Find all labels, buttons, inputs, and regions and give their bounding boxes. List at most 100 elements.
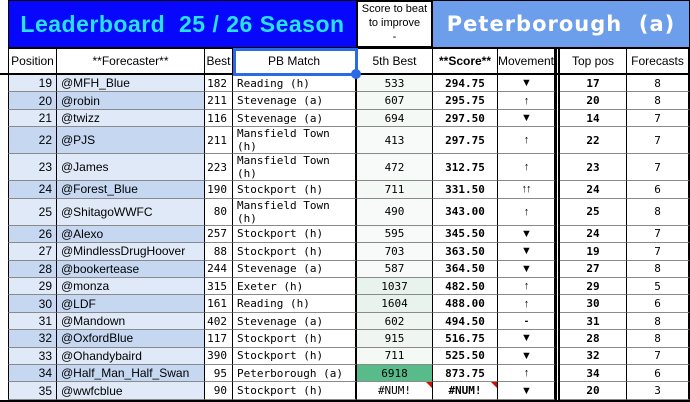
cell-movement[interactable]: ▼ bbox=[498, 109, 555, 128]
cell-score[interactable]: 494.50 bbox=[433, 312, 498, 331]
cell-movement[interactable]: ▼ bbox=[498, 382, 555, 400]
cell-5th-best[interactable]: #NUM! bbox=[357, 382, 433, 400]
cell-movement[interactable]: ▼ bbox=[498, 75, 555, 93]
cell-5th-best[interactable]: 602 bbox=[357, 312, 433, 331]
cell-best[interactable]: 190 bbox=[205, 181, 233, 199]
cell-score[interactable]: 516.75 bbox=[433, 330, 498, 348]
header-best[interactable]: Best bbox=[205, 48, 233, 73]
cell-score[interactable]: 873.75 bbox=[433, 365, 498, 383]
cell-best[interactable]: 211 bbox=[205, 127, 233, 155]
cell-top-pos[interactable]: 28 bbox=[560, 330, 627, 348]
cell-top-pos[interactable]: 32 bbox=[560, 347, 627, 366]
cell-forecaster[interactable]: @Half_Man_Half_Swan bbox=[57, 365, 205, 383]
cell-5th-best[interactable]: 533 bbox=[357, 75, 433, 93]
cell-position[interactable]: 24 bbox=[8, 181, 57, 199]
cell-score[interactable]: 297.50 bbox=[433, 109, 498, 128]
cell-5th-best[interactable]: 472 bbox=[357, 154, 433, 182]
cell-position[interactable]: 26 bbox=[8, 225, 57, 244]
cell-score[interactable]: 482.50 bbox=[433, 277, 498, 296]
header-score[interactable]: **Score** bbox=[433, 48, 498, 73]
cell-selection-outline[interactable] bbox=[233, 48, 361, 79]
cell-top-pos[interactable]: 31 bbox=[560, 312, 627, 331]
cell-forecaster[interactable]: @MFH_Blue bbox=[57, 75, 205, 93]
cell-top-pos[interactable]: 17 bbox=[560, 75, 627, 93]
cell-pb-match[interactable]: Stockport (h) bbox=[233, 330, 357, 348]
cell-movement[interactable]: ▼ bbox=[498, 260, 555, 278]
cell-pb-match[interactable]: Stockport (h) bbox=[233, 347, 357, 366]
cell-forecasts[interactable]: 7 bbox=[627, 109, 690, 128]
cell-score[interactable]: 331.50 bbox=[433, 181, 498, 199]
cell-forecaster[interactable]: @LDF bbox=[57, 295, 205, 313]
cell-best[interactable]: 315 bbox=[205, 277, 233, 296]
cell-top-pos[interactable]: 24 bbox=[560, 181, 627, 199]
cell-best[interactable]: 211 bbox=[205, 92, 233, 110]
cell-position[interactable]: 21 bbox=[8, 109, 57, 128]
cell-score[interactable]: 364.50 bbox=[433, 260, 498, 278]
cell-5th-best[interactable]: 711 bbox=[357, 347, 433, 366]
cell-5th-best[interactable]: 6918 bbox=[357, 365, 433, 383]
cell-forecasts[interactable]: 6 bbox=[627, 365, 690, 383]
cell-top-pos[interactable]: 22 bbox=[560, 127, 627, 155]
cell-forecaster[interactable]: @wwfcblue bbox=[57, 382, 205, 400]
cell-pb-match[interactable]: Stevenage (a) bbox=[233, 109, 357, 128]
score-to-beat-cell[interactable]: Score to beat to improve - bbox=[357, 0, 433, 48]
cell-movement[interactable]: ↑ bbox=[498, 295, 555, 313]
cell-best[interactable]: 257 bbox=[205, 225, 233, 244]
cell-forecasts[interactable]: 8 bbox=[627, 75, 690, 93]
cell-position[interactable]: 29 bbox=[8, 277, 57, 296]
cell-movement[interactable]: ↑ bbox=[498, 365, 555, 383]
cell-movement[interactable]: ↑ bbox=[498, 127, 555, 155]
cell-pb-match[interactable]: Mansfield Town (h) bbox=[233, 198, 357, 226]
cell-top-pos[interactable]: 20 bbox=[560, 382, 627, 400]
cell-forecaster[interactable]: @ShitagoWWFC bbox=[57, 198, 205, 226]
cell-position[interactable]: 35 bbox=[8, 382, 57, 400]
header-forecasts[interactable]: Forecasts bbox=[627, 48, 690, 73]
cell-movement[interactable]: ↑ bbox=[498, 198, 555, 226]
cell-forecaster[interactable]: @Mandown bbox=[57, 312, 205, 331]
cell-pb-match[interactable]: Stockport (h) bbox=[233, 225, 357, 244]
cell-movement[interactable]: ↑ bbox=[498, 154, 555, 182]
cell-pb-match[interactable]: Stevenage (a) bbox=[233, 260, 357, 278]
cell-best[interactable]: 88 bbox=[205, 243, 233, 261]
cell-best[interactable]: 223 bbox=[205, 154, 233, 182]
cell-5th-best[interactable]: 703 bbox=[357, 243, 433, 261]
cell-pb-match[interactable]: Stockport (h) bbox=[233, 181, 357, 199]
cell-forecaster[interactable]: @Ohandybaird bbox=[57, 347, 205, 366]
cell-5th-best[interactable]: 490 bbox=[357, 198, 433, 226]
cell-5th-best[interactable]: 607 bbox=[357, 92, 433, 110]
cell-best[interactable]: 402 bbox=[205, 312, 233, 331]
cell-score[interactable]: #NUM! bbox=[433, 382, 498, 400]
cell-position[interactable]: 20 bbox=[8, 92, 57, 110]
cell-pb-match[interactable]: Stevenage (a) bbox=[233, 92, 357, 110]
cell-forecasts[interactable]: 7 bbox=[627, 127, 690, 155]
cell-5th-best[interactable]: 1037 bbox=[357, 277, 433, 296]
cell-movement[interactable]: ↑ bbox=[498, 277, 555, 296]
cell-score[interactable]: 363.50 bbox=[433, 243, 498, 261]
selection-drag-handle[interactable] bbox=[351, 69, 361, 79]
cell-score[interactable]: 312.75 bbox=[433, 154, 498, 182]
cell-top-pos[interactable]: 14 bbox=[560, 109, 627, 128]
cell-5th-best[interactable]: 915 bbox=[357, 330, 433, 348]
cell-pb-match[interactable]: Stevenage (a) bbox=[233, 312, 357, 331]
season-title-cell[interactable]: Leaderboard 25 / 26 Season bbox=[8, 0, 357, 48]
cell-position[interactable]: 32 bbox=[8, 330, 57, 348]
cell-score[interactable]: 345.50 bbox=[433, 225, 498, 244]
cell-movement[interactable]: ▼ bbox=[498, 225, 555, 244]
match-banner-cell[interactable]: Peterborough (a) bbox=[433, 0, 690, 48]
cell-best[interactable]: 390 bbox=[205, 347, 233, 366]
cell-5th-best[interactable]: 587 bbox=[357, 260, 433, 278]
cell-position[interactable]: 27 bbox=[8, 243, 57, 261]
cell-position[interactable]: 33 bbox=[8, 347, 57, 366]
cell-5th-best[interactable]: 711 bbox=[357, 181, 433, 199]
cell-top-pos[interactable]: 23 bbox=[560, 154, 627, 182]
cell-movement[interactable]: - bbox=[498, 312, 555, 331]
cell-position[interactable]: 19 bbox=[8, 75, 57, 93]
cell-forecasts[interactable]: 7 bbox=[627, 225, 690, 244]
cell-forecasts[interactable]: 7 bbox=[627, 154, 690, 182]
cell-position[interactable]: 25 bbox=[8, 198, 57, 226]
cell-top-pos[interactable]: 27 bbox=[560, 260, 627, 278]
cell-forecasts[interactable]: 3 bbox=[627, 382, 690, 400]
cell-position[interactable]: 30 bbox=[8, 295, 57, 313]
cell-5th-best[interactable]: 595 bbox=[357, 225, 433, 244]
cell-best[interactable]: 161 bbox=[205, 295, 233, 313]
